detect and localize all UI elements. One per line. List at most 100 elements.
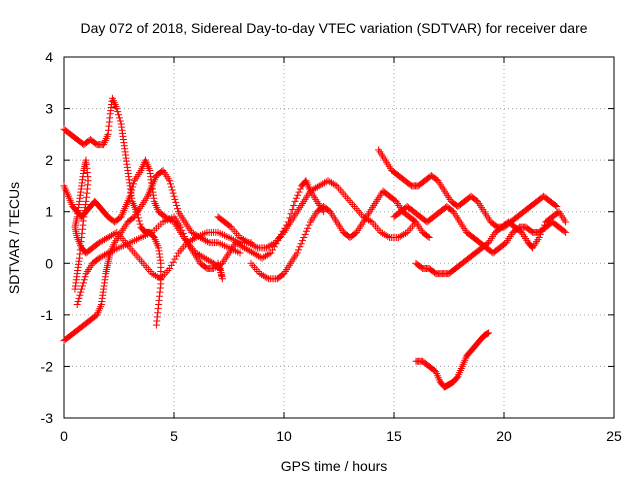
data-point xyxy=(169,189,177,197)
data-point xyxy=(247,248,255,256)
data-point xyxy=(560,227,568,235)
data-point xyxy=(114,108,122,116)
data-point xyxy=(149,232,157,240)
data-point xyxy=(102,235,110,243)
data-point xyxy=(171,255,179,263)
data-point xyxy=(380,230,388,238)
data-point xyxy=(539,224,547,232)
data-point xyxy=(210,264,218,272)
data-point xyxy=(188,236,196,244)
data-point xyxy=(291,197,299,205)
data-point xyxy=(77,288,85,296)
x-axis-label: GPS time / hours xyxy=(281,458,388,474)
data-point xyxy=(213,262,221,270)
data-point xyxy=(269,240,277,248)
data-point xyxy=(300,234,308,241)
data-point xyxy=(247,240,255,248)
data-point xyxy=(379,229,387,237)
data-point xyxy=(169,258,177,266)
data-point xyxy=(150,271,158,279)
data-point xyxy=(394,234,402,241)
plot-frame xyxy=(63,56,615,419)
data-point xyxy=(484,329,492,337)
data-point xyxy=(328,179,336,187)
series-track-e xyxy=(73,177,328,309)
data-point xyxy=(126,192,134,200)
data-point xyxy=(315,182,323,190)
data-point xyxy=(308,186,316,194)
data-point xyxy=(259,272,267,280)
data-point xyxy=(226,222,234,230)
data-point xyxy=(78,285,86,293)
data-point xyxy=(268,241,276,249)
data-point xyxy=(100,251,108,259)
data-point xyxy=(317,181,325,189)
data-point xyxy=(217,269,225,277)
data-point xyxy=(232,239,240,247)
data-point xyxy=(301,230,309,238)
data-point xyxy=(248,241,256,249)
data-point xyxy=(170,192,178,200)
series-track-c xyxy=(60,156,226,283)
data-point xyxy=(135,217,143,225)
grid xyxy=(64,57,614,418)
data-point xyxy=(203,255,211,263)
data-point xyxy=(95,239,103,247)
series-track-a xyxy=(60,94,165,329)
data-point xyxy=(99,237,107,245)
data-point xyxy=(540,221,548,229)
data-point xyxy=(551,202,559,210)
data-point xyxy=(106,232,114,240)
data-point xyxy=(171,195,179,203)
data-marks xyxy=(60,94,570,391)
data-point xyxy=(240,236,248,244)
data-point xyxy=(215,261,223,269)
data-point xyxy=(269,246,277,254)
data-point xyxy=(128,186,136,194)
data-point xyxy=(302,227,310,235)
data-point xyxy=(313,183,321,191)
data-point xyxy=(258,271,266,279)
data-point xyxy=(537,230,545,238)
data-point xyxy=(384,232,392,240)
data-point xyxy=(324,177,332,185)
y-tick-label: -2 xyxy=(41,358,54,374)
data-point xyxy=(116,117,124,125)
data-point xyxy=(295,188,303,196)
data-point xyxy=(190,235,198,243)
data-point xyxy=(319,180,327,188)
data-point xyxy=(187,237,195,245)
data-point xyxy=(312,184,320,192)
series-track-d xyxy=(71,156,255,293)
data-point xyxy=(200,236,208,244)
data-point xyxy=(264,243,272,251)
data-point xyxy=(297,240,305,248)
data-point xyxy=(199,253,207,261)
data-point xyxy=(182,236,190,244)
data-point xyxy=(217,260,225,268)
y-tick-label: -1 xyxy=(41,307,54,323)
series-track-g xyxy=(247,187,433,283)
data-point xyxy=(211,263,219,271)
data-point xyxy=(115,111,123,119)
data-point xyxy=(76,291,84,299)
data-point xyxy=(320,179,328,187)
data-point xyxy=(235,241,243,249)
data-point xyxy=(197,252,205,260)
x-tick-label: 15 xyxy=(386,428,402,444)
data-point xyxy=(262,244,270,252)
data-point xyxy=(148,270,156,278)
data-point xyxy=(261,273,269,281)
y-tick-label: 3 xyxy=(45,101,53,117)
data-point xyxy=(425,234,433,241)
data-point xyxy=(206,257,214,265)
data-point xyxy=(244,246,252,254)
data-point xyxy=(326,178,334,186)
data-point xyxy=(293,249,301,257)
data-point xyxy=(97,238,105,246)
data-point xyxy=(152,272,160,280)
data-point xyxy=(80,276,88,284)
series-track-k xyxy=(412,329,493,391)
data-point xyxy=(168,186,176,194)
